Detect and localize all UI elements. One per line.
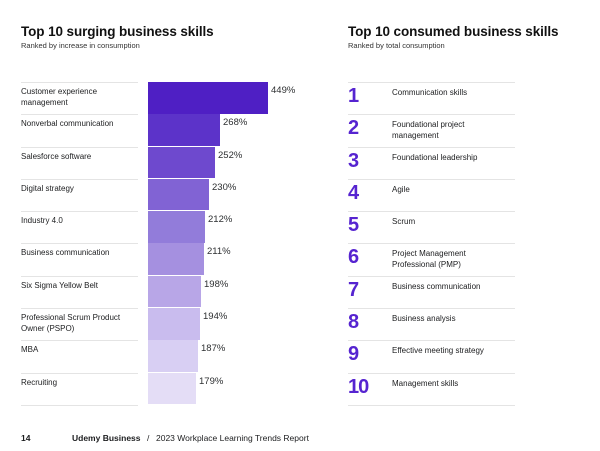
bar-label: Business communication <box>21 248 110 258</box>
bar-row: Recruiting 179% <box>21 372 311 405</box>
rank-number: 5 <box>348 214 359 237</box>
bar-value-label: 198% <box>204 278 229 290</box>
bar <box>148 211 205 243</box>
surging-skills-bar-chart: Customer experience management 449% Nonver… <box>21 82 311 406</box>
skill-name: Scrum <box>392 217 416 227</box>
footer-separator: / <box>147 433 150 443</box>
bar-row: MBA 187% <box>21 340 311 372</box>
rank-number: 6 <box>348 246 359 269</box>
bar <box>148 340 198 372</box>
bar <box>148 372 196 405</box>
brand-name: Udemy Business <box>72 433 141 443</box>
consumed-skills-subtitle: Ranked by total consumption <box>348 41 445 50</box>
bar <box>148 275 201 308</box>
consumed-skills-title: Top 10 consumed business skills <box>348 24 559 39</box>
bar-row: Business communication 211% <box>21 243 311 275</box>
bar-label: Customer experience management <box>21 87 98 107</box>
skill-name: Business analysis <box>392 314 456 324</box>
ranked-list-item: 1 Communication skills <box>348 82 515 114</box>
row-divider <box>21 275 138 277</box>
bar-row: Salesforce software 252% <box>21 146 311 179</box>
row-divider <box>21 82 138 83</box>
bar-value-label: 194% <box>203 311 228 323</box>
bar-label: Digital strategy <box>21 183 74 193</box>
bar-value-label: 449% <box>271 85 296 96</box>
bar <box>148 243 204 275</box>
skill-name: Effective meeting strategy <box>392 346 484 356</box>
skill-name: Management skills <box>392 378 459 388</box>
bar-row: Six Sigma Yellow Belt 198% <box>21 275 311 308</box>
row-divider <box>21 340 138 342</box>
bar <box>148 114 220 146</box>
skill-name: Agile <box>392 184 410 194</box>
bar <box>148 146 215 179</box>
rank-number: 7 <box>348 278 359 301</box>
surging-skills-title: Top 10 surging business skills <box>21 24 214 39</box>
row-divider <box>21 211 138 213</box>
bar-value-label: 230% <box>212 181 237 193</box>
bar-value-label: 268% <box>223 117 248 129</box>
bar <box>148 82 268 114</box>
skill-name: Project Management Professional (PMP) <box>392 249 466 270</box>
ranked-list-item: 5 Scrum <box>348 211 515 243</box>
rank-number: 2 <box>348 117 359 140</box>
rank-number: 3 <box>348 149 359 172</box>
skill-name: Foundational project management <box>392 120 465 141</box>
ranked-list-item: 6 Project Management Professional (PMP) <box>348 243 515 275</box>
bar-label: Salesforce software <box>21 151 92 161</box>
ranked-list-item: 10 Management skills <box>348 372 515 405</box>
page-number: 14 <box>21 433 31 443</box>
rank-number: 4 <box>348 181 359 204</box>
ranked-list-item: 4 Agile <box>348 178 515 211</box>
ranked-list-item: 9 Effective meeting strategy <box>348 340 515 372</box>
bar-row: Professional Scrum Product Owner (PSPO) 1… <box>21 308 311 340</box>
row-divider <box>21 114 138 116</box>
bar <box>148 308 200 340</box>
ranked-list-item: 2 Foundational project management <box>348 114 515 146</box>
rank-number: 1 <box>348 85 359 107</box>
bar-value-label: 252% <box>218 149 243 161</box>
bar <box>148 178 209 211</box>
bar-value-label: 187% <box>201 343 226 355</box>
skill-name: Foundational leadership <box>392 152 478 162</box>
report-title: 2023 Workplace Learning Trends Report <box>156 433 309 443</box>
bar-label: Recruiting <box>21 377 58 387</box>
bar-value-label: 212% <box>208 214 233 226</box>
row-divider <box>21 308 138 310</box>
rank-number: 8 <box>348 311 359 334</box>
row-divider <box>21 372 138 374</box>
bar-row: Customer experience management 449% <box>21 82 311 114</box>
bar-label: Nonverbal communication <box>21 119 114 129</box>
row-divider <box>21 404 138 406</box>
row-divider <box>21 243 138 245</box>
row-divider <box>348 404 515 406</box>
surging-skills-subtitle: Ranked by increase in consumption <box>21 41 140 50</box>
bar-label: MBA <box>21 345 39 355</box>
bar-label: Six Sigma Yellow Belt <box>21 280 98 290</box>
bar-row: Industry 4.0 212% <box>21 211 311 243</box>
ranked-list-item: 7 Business communication <box>348 275 515 308</box>
row-divider <box>21 178 138 180</box>
rank-number: 9 <box>348 343 359 366</box>
bar-value-label: 211% <box>207 246 231 258</box>
rank-number: 10 <box>348 375 369 398</box>
skill-name: Communication skills <box>392 88 468 97</box>
consumed-skills-ranked-list: 1 Communication skills 2 Foundational proje… <box>348 82 515 406</box>
bar-label: Professional Scrum Product Owner (PSPO) <box>21 313 121 334</box>
bar-row: Nonverbal communication 268% <box>21 114 311 146</box>
ranked-list-item: 3 Foundational leadership <box>348 146 515 179</box>
bar-value-label: 179% <box>199 375 224 387</box>
bar-row: Digital strategy 230% <box>21 178 311 211</box>
skill-name: Business communication <box>392 281 481 291</box>
bar-label: Industry 4.0 <box>21 216 63 226</box>
ranked-list-item: 8 Business analysis <box>348 308 515 340</box>
row-divider <box>21 146 138 148</box>
